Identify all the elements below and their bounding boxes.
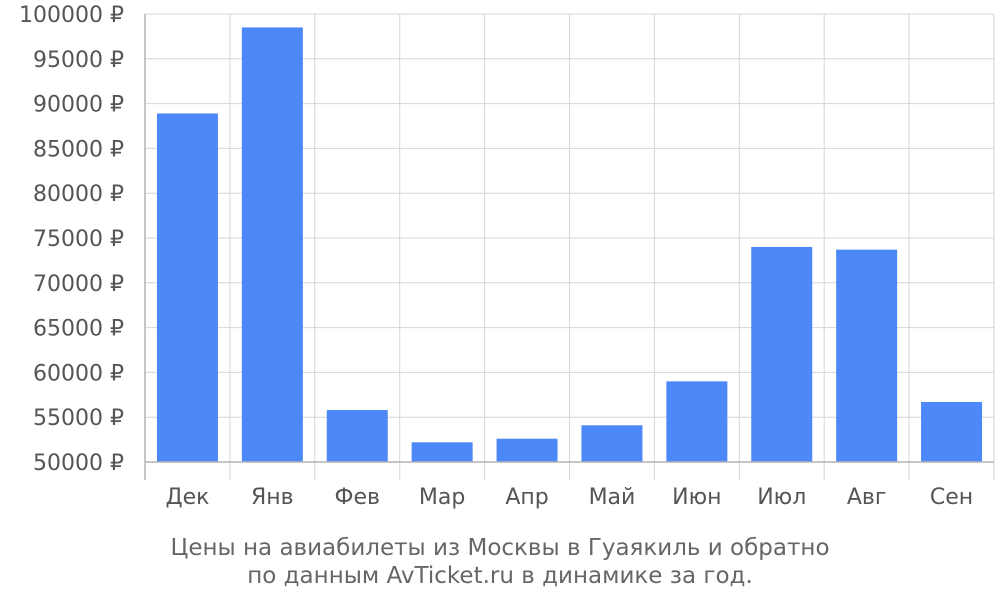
x-tick-label: Май xyxy=(589,485,636,510)
x-tick-label: Июн xyxy=(672,485,721,510)
x-tick-label: Авг xyxy=(847,485,887,510)
y-tick-label: 70000 ₽ xyxy=(33,272,124,297)
y-tick-label: 55000 ₽ xyxy=(33,406,124,431)
y-tick-label: 85000 ₽ xyxy=(33,137,124,162)
bar-9 xyxy=(836,249,898,462)
x-tick-label: Апр xyxy=(505,485,548,510)
bar-10 xyxy=(921,401,983,462)
y-tick-label: 90000 ₽ xyxy=(33,93,124,118)
x-tick-label: Июл xyxy=(757,485,806,510)
x-tick-label: Янв xyxy=(251,485,294,510)
y-tick-label: 60000 ₽ xyxy=(33,361,124,386)
x-tick-label: Сен xyxy=(930,485,973,510)
y-tick-label: 95000 ₽ xyxy=(33,48,124,73)
x-tick-label: Дек xyxy=(165,485,209,510)
bar-2 xyxy=(241,27,303,462)
bar-1 xyxy=(156,113,218,463)
y-tick-label: 50000 ₽ xyxy=(33,451,124,476)
bar-5 xyxy=(496,438,558,462)
bar-8 xyxy=(751,246,813,462)
y-tick-labels: 50000 ₽ 55000 ₽ 60000 ₽ 65000 ₽ 70000 ₽ 75000… xyxy=(19,3,124,476)
y-tick-label: 65000 ₽ xyxy=(33,317,124,342)
axes xyxy=(144,14,994,480)
bar-4 xyxy=(411,442,473,462)
bar-7 xyxy=(666,381,728,462)
bar-3 xyxy=(326,410,388,462)
y-tick-label: 80000 ₽ xyxy=(33,182,124,207)
x-tick-label: Фев xyxy=(335,485,380,510)
chart-caption-line-2: по данным AvTicket.ru в динамике за год. xyxy=(247,563,753,589)
bar-6 xyxy=(581,425,643,462)
y-tick-label: 75000 ₽ xyxy=(33,227,124,252)
x-tick-label: Мар xyxy=(419,485,465,510)
x-tick-labels: Дек Янв Фев Мар Апр Май Июн Июл Авг Сен xyxy=(165,485,973,510)
bars xyxy=(156,27,983,463)
y-tick-label: 100000 ₽ xyxy=(19,3,124,28)
chart-caption-line-1: Цены на авиабилеты из Москвы в Гуаякиль … xyxy=(170,535,830,561)
